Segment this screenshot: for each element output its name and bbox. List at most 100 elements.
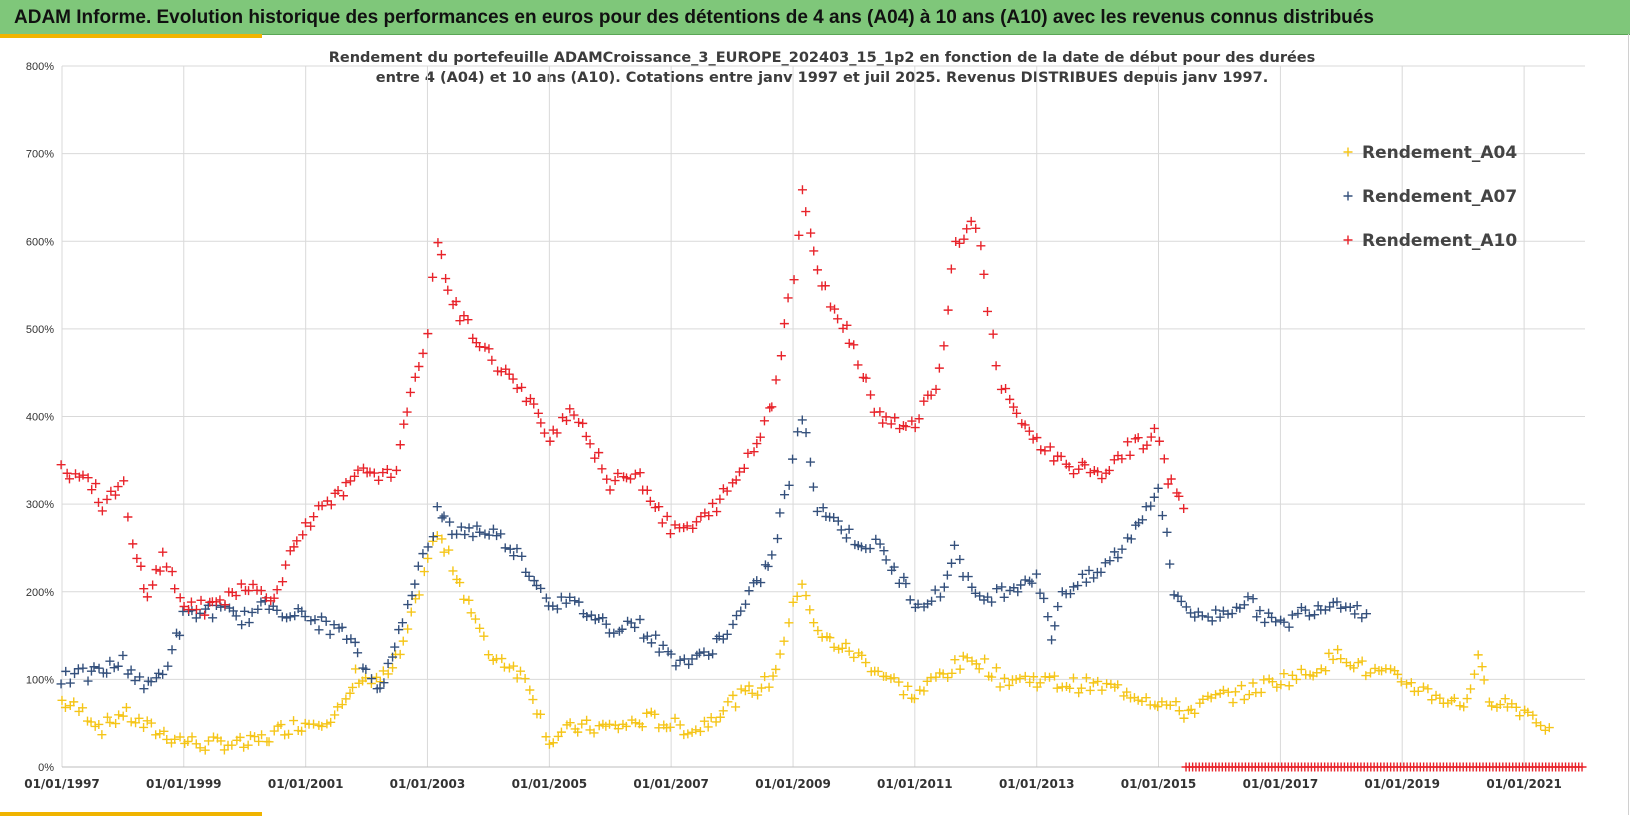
y-tick-label: 700% [26,149,54,161]
data-point-A04 [1349,663,1359,673]
data-point-A10 [345,476,355,486]
data-point-A07 [240,606,250,616]
data-point-A10 [1028,434,1038,444]
data-point-A07 [407,591,417,601]
data-point-A07 [808,482,818,492]
data-point-A10 [374,475,384,485]
data-point-A04 [582,715,592,725]
data-point-A07 [1126,534,1136,544]
data-point-A07 [253,604,263,614]
data-point-A04 [768,671,778,681]
data-point-A10 [110,490,120,500]
data-point-A07 [1173,591,1183,601]
data-point-A04 [703,722,713,732]
data-point-A04 [146,718,156,728]
data-point-A07 [829,513,839,523]
data-point-A07 [146,677,156,687]
data-point-A04 [909,694,919,704]
data-point-A10 [635,468,645,478]
data-point-A07 [1053,602,1063,612]
data-point-A07 [1350,609,1360,619]
x-tick-label: 01/01/2009 [755,777,831,791]
data-point-A04 [753,690,763,700]
data-point-A04 [1316,664,1326,674]
data-point-A10 [443,285,453,295]
data-point-A04 [508,661,518,671]
data-point-A07 [105,656,115,666]
x-tick-label: 01/01/2017 [1243,777,1319,791]
data-point-A04 [650,709,660,719]
data-point-A10 [128,539,138,549]
data-point-A07 [905,595,915,605]
data-point-A10 [1036,445,1046,455]
data-point-A10 [132,553,142,563]
data-point-A07 [1352,601,1362,611]
data-point-A04 [459,594,469,604]
data-point-A04 [142,716,152,726]
data-point-A10 [186,597,196,607]
data-point-A04 [78,703,88,713]
data-point-A07 [812,506,822,516]
data-point-A04 [254,736,264,746]
data-point-A10 [459,311,469,321]
data-point-A07 [841,533,851,543]
data-point-A04 [388,663,398,673]
data-point-A10 [833,314,843,324]
data-point-A04 [235,732,245,742]
data-point-A04 [403,624,413,634]
data-point-A10 [231,591,241,601]
data-point-A07 [1243,592,1253,602]
data-point-A04 [695,726,705,736]
data-point-A10 [552,428,562,438]
data-point-A07 [272,605,282,615]
data-point-A07 [1181,602,1191,612]
y-tick-label: 800% [26,61,54,73]
x-tick-label: 01/01/2021 [1486,777,1562,791]
data-point-A10 [734,467,744,477]
data-point-A07 [1077,569,1087,579]
data-point-A07 [1146,501,1156,511]
data-point-A04 [1088,678,1098,688]
data-point-A10 [386,472,396,482]
data-point-A04 [784,618,794,628]
data-point-A04 [183,737,193,747]
data-point-A04 [995,682,1005,692]
data-point-A07 [1123,533,1133,543]
data-point-A07 [167,645,177,655]
data-point-A04 [1321,666,1331,676]
series-A07 [56,415,1371,694]
data-point-A07 [992,584,1002,594]
data-point-A04 [497,654,507,664]
data-point-A04 [216,736,226,746]
data-point-A10 [605,485,615,495]
data-point-A07 [646,638,656,648]
y-tick-label: 100% [26,674,54,686]
data-point-A07 [1081,577,1091,587]
data-point-A10 [62,468,72,478]
data-point-A10 [691,517,701,527]
data-point-A10 [350,471,360,481]
data-point-A07 [126,665,136,675]
data-point-A04 [1081,673,1091,683]
data-point-A04 [219,745,229,755]
data-point-A04 [1487,701,1497,711]
data-point-A07 [113,661,123,671]
data-point-A04 [801,591,811,601]
data-point-A07 [1027,578,1037,588]
data-point-A04 [805,605,815,615]
data-point-A10 [91,479,101,489]
data-point-A10 [712,507,722,517]
data-point-A04 [1413,686,1423,696]
data-point-A10 [801,207,811,217]
series-A10 [56,185,1189,620]
data-point-A04 [1365,668,1375,678]
data-point-A04 [894,677,904,687]
data-point-A04 [1386,664,1396,674]
data-point-A04 [1157,697,1167,707]
data-point-A04 [642,708,652,718]
data-point-A10 [657,518,667,528]
data-point-A04 [1025,677,1035,687]
data-point-A07 [704,650,714,660]
data-point-A04 [60,703,70,713]
data-point-A04 [1020,671,1030,681]
